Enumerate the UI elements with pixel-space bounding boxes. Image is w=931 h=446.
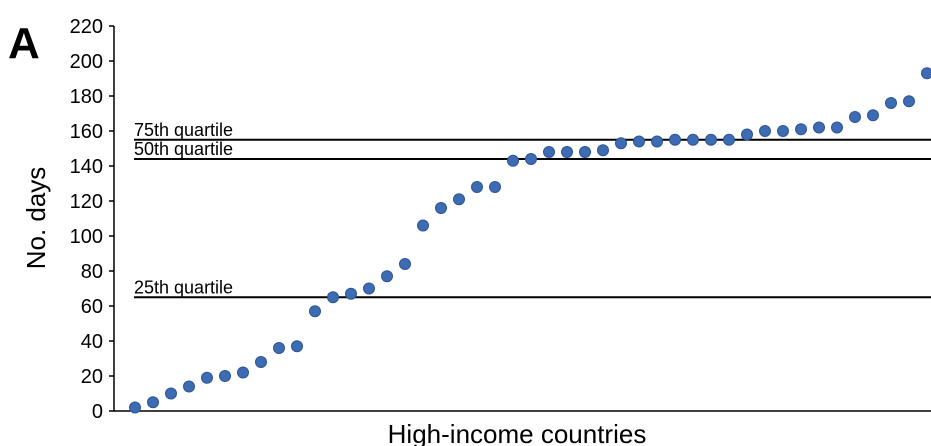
data-point [777, 125, 789, 137]
data-point [903, 95, 915, 108]
data-point [327, 291, 339, 304]
quartile-label: 75th quartile [134, 120, 233, 140]
data-point [705, 133, 717, 146]
data-point [147, 396, 159, 409]
quartile-label: 50th quartile [134, 139, 233, 159]
data-point [579, 146, 591, 158]
data-point [417, 219, 429, 232]
data-point [471, 181, 483, 193]
y-tick-label: 180 [70, 86, 103, 108]
y-tick-label: 220 [70, 16, 103, 38]
data-point [867, 109, 879, 122]
data-point [885, 97, 897, 109]
data-point [669, 133, 681, 146]
data-point [633, 135, 645, 148]
data-point [651, 135, 663, 148]
data-point [345, 287, 357, 300]
data-point [453, 193, 465, 206]
data-point [489, 181, 501, 193]
data-point [615, 137, 627, 150]
data-point [687, 133, 699, 146]
y-tick-label: 60 [81, 296, 103, 318]
y-tick-label: 120 [70, 191, 103, 213]
data-point [219, 370, 231, 382]
data-point [759, 125, 771, 137]
data-point [399, 258, 411, 270]
y-tick-label: 160 [70, 121, 103, 143]
y-tick-label: 200 [70, 51, 103, 73]
data-point [525, 153, 537, 165]
y-tick-labels: 0 20 40 60 80 100 120 140 160 180 200 220 [70, 16, 114, 423]
data-point [813, 121, 825, 134]
data-point [435, 202, 447, 214]
y-tick-label: 40 [81, 331, 103, 353]
y-tick-label: 140 [70, 156, 103, 178]
data-point [849, 111, 861, 123]
y-tick-label: 100 [70, 226, 103, 248]
data-point [309, 305, 321, 318]
data-point [201, 371, 213, 384]
data-point [363, 282, 375, 295]
data-point [561, 146, 573, 158]
data-points [129, 67, 931, 414]
data-point [831, 121, 843, 134]
data-point [165, 387, 177, 400]
y-tick-label: 80 [81, 261, 103, 283]
data-point [741, 128, 753, 141]
data-point [723, 133, 735, 146]
data-point [597, 144, 609, 157]
x-axis-label: High-income countries [388, 419, 647, 446]
y-tick-label: 20 [81, 366, 103, 388]
data-point [507, 154, 519, 167]
data-point [183, 380, 195, 393]
panel-label: A [8, 19, 40, 68]
data-point [291, 340, 303, 353]
y-tick-label: 0 [92, 401, 103, 423]
data-point [273, 342, 285, 354]
data-point [129, 401, 141, 414]
quartile-label: 25th quartile [134, 277, 233, 297]
data-point [237, 366, 249, 379]
data-point [381, 270, 393, 283]
data-point [795, 123, 807, 136]
data-point [543, 146, 555, 158]
data-point [921, 67, 931, 80]
data-point [255, 356, 267, 368]
y-axis-label: No. days [21, 167, 51, 270]
